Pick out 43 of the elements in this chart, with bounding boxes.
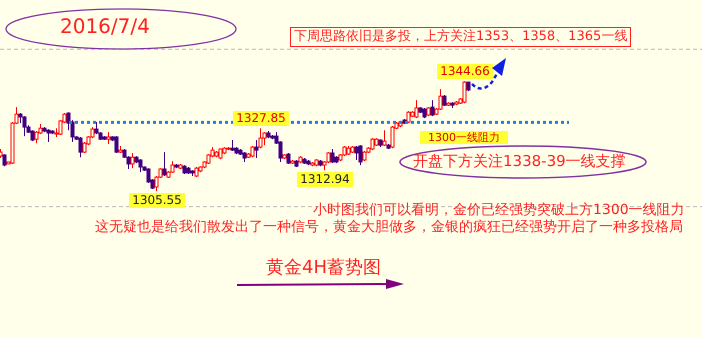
candlestick — [242, 152, 246, 162]
candlestick — [330, 148, 334, 164]
candlestick — [462, 80, 466, 104]
candlestick — [114, 136, 118, 154]
candlestick — [106, 132, 110, 144]
ref-line-label: 1300一线阻力 — [420, 131, 508, 144]
candlestick — [78, 136, 82, 158]
text: 2016/7/4 — [60, 14, 150, 38]
candlestick — [254, 140, 258, 159]
candlestick — [390, 125, 394, 149]
annotation: 小时图我们可以看明，金价已经强势突破上方1300一线阻力 — [313, 202, 685, 219]
candlestick — [250, 145, 254, 158]
candlestick — [130, 152, 134, 169]
annotation: 这无疑也是给我们散发出了一种信号，黄金大胆做多，金银的疯狂已经强势开启了一种多投格局 — [95, 219, 683, 236]
candlestick — [354, 145, 358, 160]
candlestick — [258, 128, 262, 149]
annotation: 黄金4H蓄势图 — [266, 257, 381, 279]
candlestick — [430, 100, 434, 117]
candlestick — [194, 166, 198, 178]
annotation: 1305.55 — [129, 193, 185, 208]
candlestick — [442, 94, 446, 107]
candlestick — [22, 116, 26, 137]
candlestick — [230, 140, 234, 152]
candlestick — [370, 138, 374, 151]
candlestick — [382, 130, 386, 146]
annotation: 1312.94 — [297, 172, 353, 188]
candlestick — [2, 154, 6, 167]
annotation: 1344.66 — [437, 64, 493, 80]
candlestick — [406, 110, 410, 124]
candlestick — [414, 100, 418, 119]
candlestick — [362, 150, 366, 162]
candlestick — [218, 148, 222, 160]
annotation: 1327.85 — [233, 111, 289, 126]
candlestick — [358, 144, 362, 166]
candlestick — [262, 132, 266, 146]
candlestick — [342, 145, 346, 157]
candlestick — [286, 152, 290, 164]
candlestick — [422, 107, 426, 119]
candlestick — [138, 158, 142, 173]
annotation: 开盘下方关注1338-39一线支撑 — [413, 152, 626, 170]
candlestick — [46, 128, 50, 143]
candlestick — [162, 152, 166, 177]
annotation: 下周思路依旧是多投，上方关注1353、1358、1365一线 — [290, 27, 632, 47]
